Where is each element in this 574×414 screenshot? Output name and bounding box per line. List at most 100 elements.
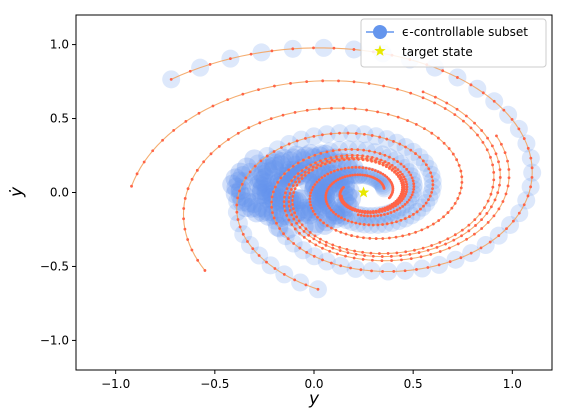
trajectory-point: [346, 219, 350, 223]
trajectory-point: [346, 251, 350, 255]
trajectory-point: [338, 177, 342, 180]
trajectory-point: [235, 203, 239, 207]
trajectory-point: [407, 232, 411, 236]
trajectory-point: [330, 208, 333, 212]
trajectory-point: [395, 208, 399, 212]
trajectory-point: [339, 230, 343, 234]
trajectory-point: [313, 183, 317, 186]
trajectory-point: [271, 211, 274, 215]
trajectory-point: [293, 110, 297, 114]
x-axis-label: y: [308, 389, 320, 409]
trajectory-point: [367, 149, 371, 153]
trajectory-point: [312, 237, 316, 241]
trajectory-point: [385, 207, 389, 210]
trajectory-point: [317, 178, 321, 182]
trajectory-point: [312, 134, 316, 138]
y-tick-label: −0.5: [40, 259, 69, 273]
trajectory-point: [424, 163, 428, 167]
trajectory-point: [400, 258, 403, 262]
trajectory-point: [290, 213, 294, 217]
trajectory-point: [331, 149, 335, 153]
trajectory-point: [506, 159, 509, 163]
trajectory-point: [445, 101, 449, 105]
trajectory-point: [371, 168, 374, 171]
trajectory-point: [196, 258, 200, 262]
controllable-region-marker: [247, 178, 268, 199]
trajectory-point: [282, 204, 286, 208]
trajectory-point: [421, 96, 425, 100]
trajectory-point: [353, 173, 357, 177]
trajectory-point: [319, 159, 322, 163]
trajectory-point: [280, 146, 283, 149]
controllable-region-marker: [244, 149, 265, 170]
trajectory-point: [326, 204, 330, 208]
trajectory-point: [386, 212, 390, 216]
trajectory-point: [329, 132, 333, 136]
trajectory-point: [338, 249, 342, 252]
trajectory-point: [408, 252, 412, 256]
trajectory-point: [343, 175, 347, 179]
trajectory-point: [383, 174, 387, 177]
trajectory-point: [443, 107, 447, 110]
trajectory-point: [339, 264, 343, 268]
controllable-region-marker: [261, 184, 282, 205]
trajectory-point: [438, 250, 442, 253]
trajectory-point: [318, 218, 322, 222]
trajectory-point: [186, 187, 190, 191]
trajectory-point: [412, 188, 416, 191]
trajectory-point: [312, 46, 315, 50]
trajectory-point: [287, 183, 291, 186]
trajectory-point: [295, 215, 298, 219]
trajectory-point: [392, 209, 396, 213]
legend-subset-label: ϵ-controllable subset: [402, 25, 528, 39]
trajectory-point: [273, 185, 277, 189]
trajectory-point: [281, 113, 285, 117]
trajectory-point: [403, 202, 407, 206]
controllable-region-marker: [272, 151, 293, 172]
trajectory-point: [346, 131, 350, 135]
controllable-region-marker: [248, 174, 269, 195]
trajectory-point: [307, 233, 311, 237]
trajectory-point: [227, 138, 230, 141]
trajectory-point: [361, 250, 365, 254]
trajectory-point: [426, 248, 430, 252]
controllable-region-marker: [238, 192, 259, 213]
trajectory-point: [382, 84, 385, 88]
trajectory-point: [290, 179, 294, 183]
trajectory-point: [371, 223, 375, 227]
trajectory-point: [473, 121, 476, 125]
trajectory-point: [351, 173, 354, 177]
trajectory-point: [319, 237, 322, 241]
trajectory-point: [433, 101, 436, 105]
trajectory-point: [361, 257, 365, 261]
trajectory-layer: [130, 46, 534, 291]
trajectory-point: [329, 171, 333, 174]
trajectory-point: [441, 69, 445, 73]
trajectory-point: [350, 147, 354, 151]
trajectory-point: [389, 211, 393, 214]
trajectory-point: [497, 160, 500, 164]
trajectory-point: [412, 212, 415, 216]
controllable-region-marker: [251, 183, 272, 204]
trajectory-point: [459, 186, 463, 190]
trajectory-point: [511, 219, 515, 223]
y-tick-label: 0.5: [50, 112, 69, 126]
trajectory-point: [456, 76, 459, 79]
trajectory-point: [356, 208, 360, 212]
controllable-region-marker: [278, 166, 299, 187]
trajectory-point: [430, 191, 434, 194]
trajectory-point: [235, 210, 239, 214]
trajectory-point: [307, 156, 311, 159]
legend-target-label: target state: [402, 45, 473, 59]
trajectory-point: [381, 223, 384, 226]
trajectory-point: [340, 154, 343, 158]
trajectory-point: [388, 155, 391, 159]
controllable-region-marker: [257, 178, 278, 199]
trajectory-point: [496, 191, 500, 195]
controllable-region-marker: [275, 190, 296, 211]
trajectory-point: [385, 137, 389, 141]
trajectory-point: [340, 156, 344, 160]
trajectory-point: [291, 203, 294, 206]
trajectory-point: [492, 178, 496, 182]
trajectory-point: [354, 165, 358, 169]
